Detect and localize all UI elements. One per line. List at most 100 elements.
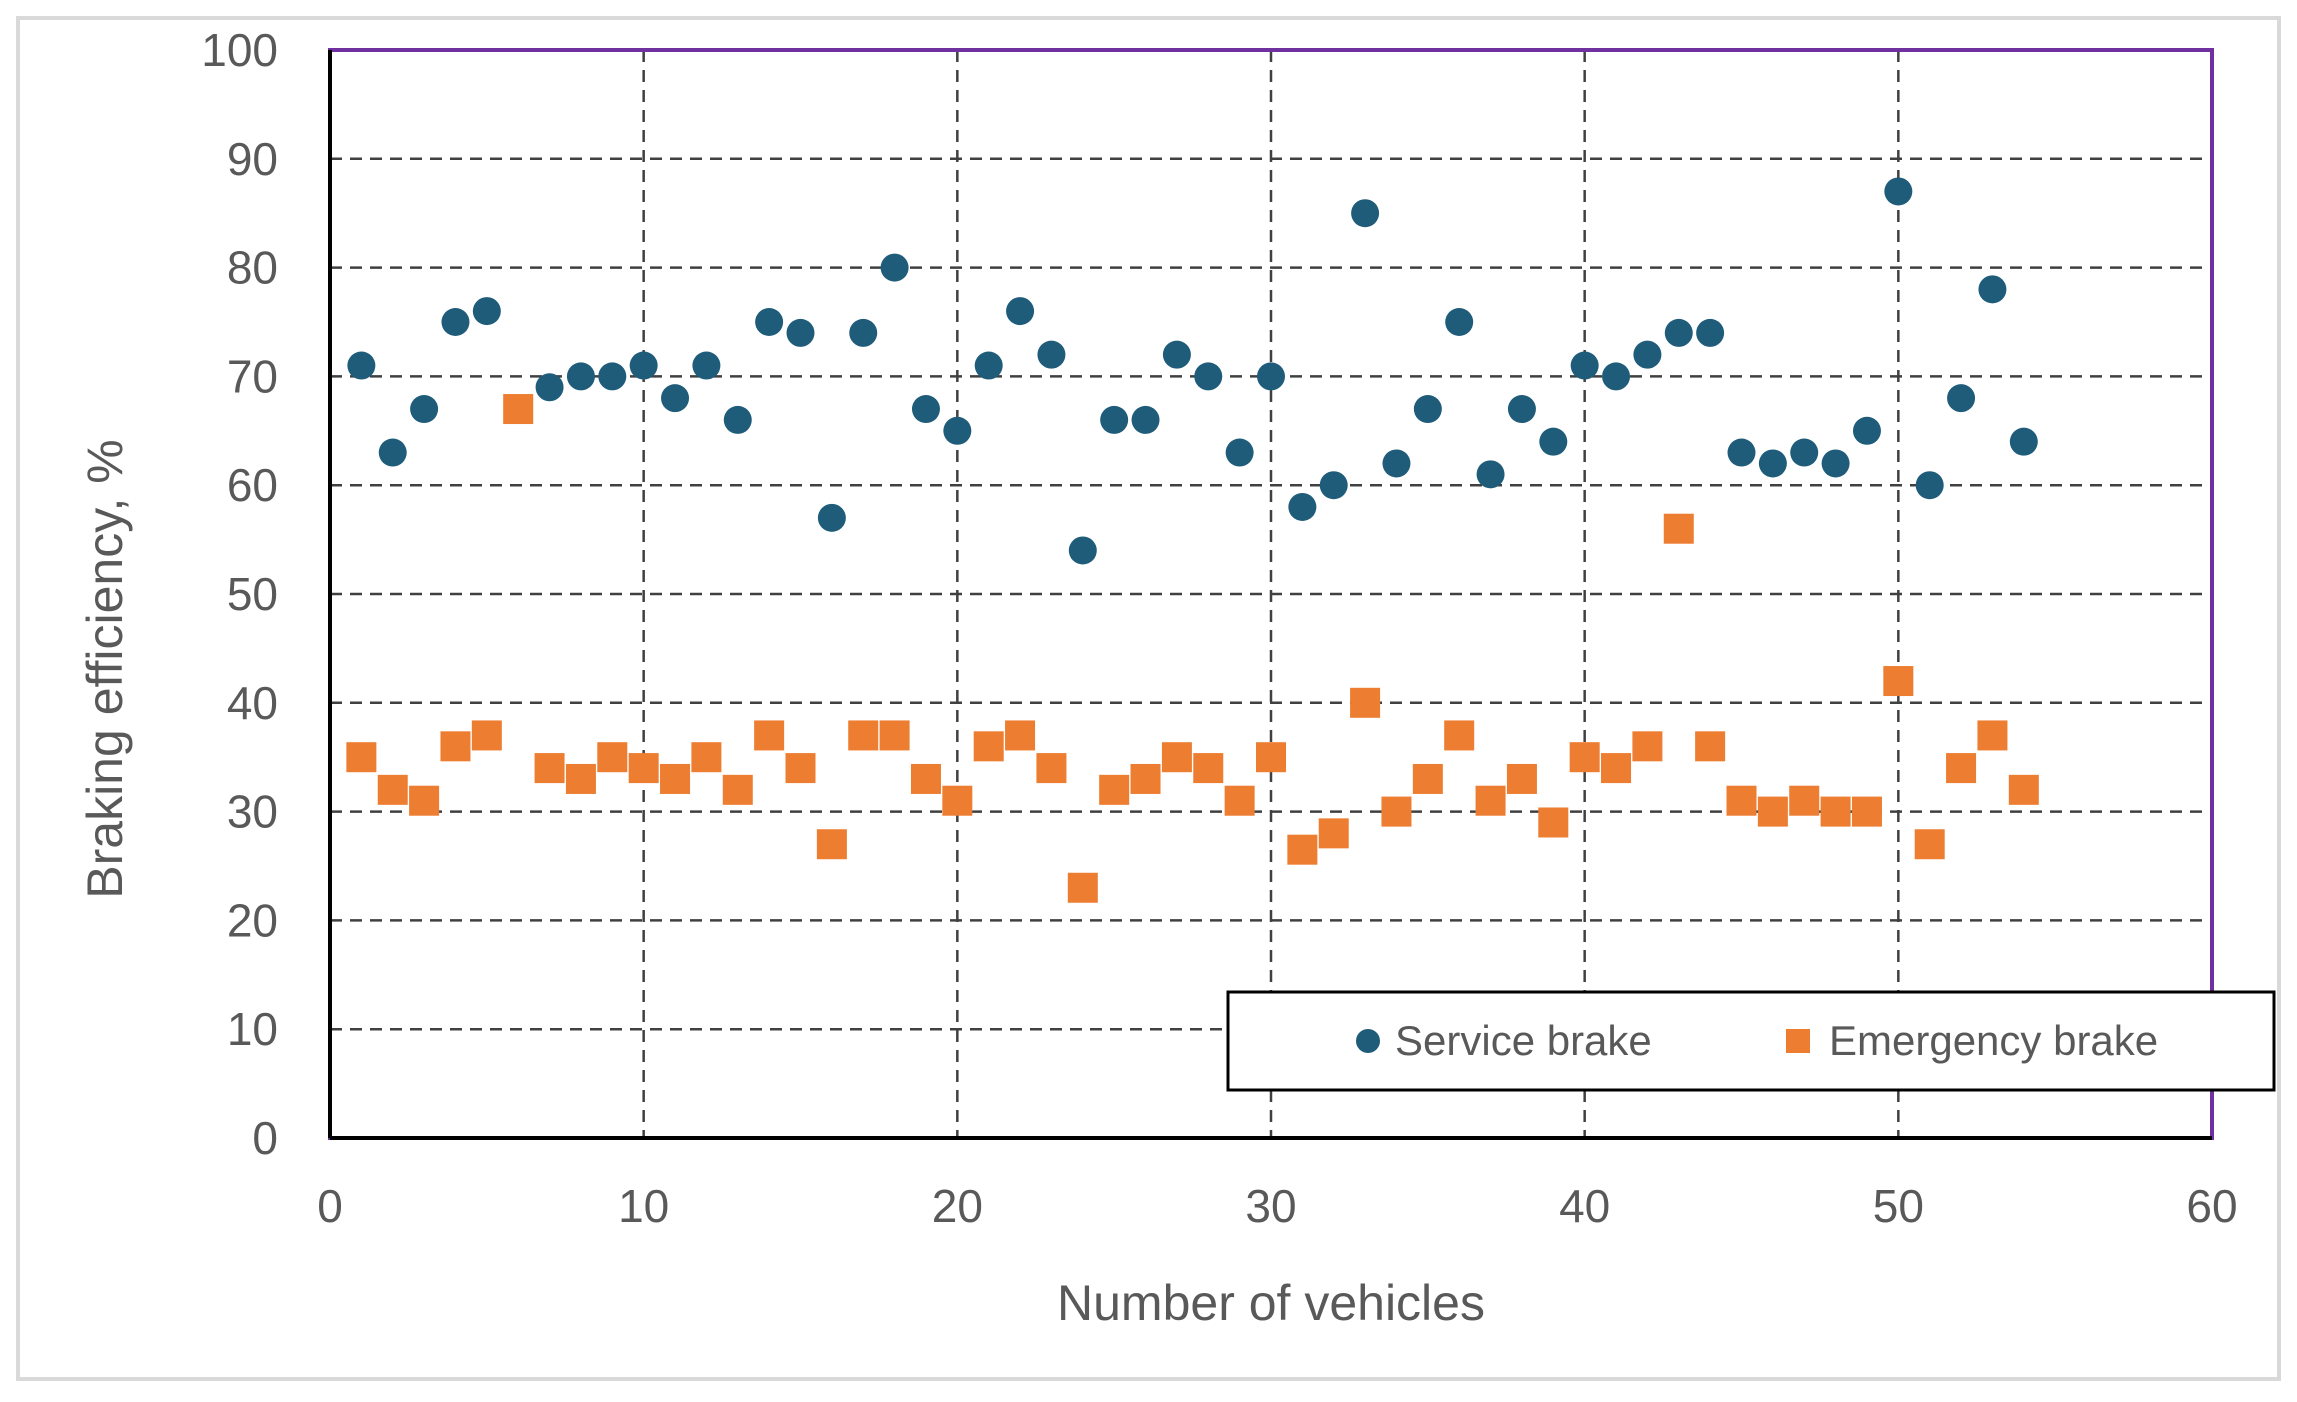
service-brake-point — [1570, 351, 1599, 380]
service-brake-point — [1445, 308, 1474, 336]
service-brake-point — [1539, 427, 1568, 456]
service-brake-point — [786, 318, 815, 347]
service-brake-point — [1915, 471, 1944, 500]
service-brake-point — [1100, 405, 1129, 434]
y-axis-title: Braking efficiency, % — [77, 439, 133, 898]
service-brake-point — [347, 351, 376, 380]
emergency-brake-point — [1883, 666, 1914, 697]
emergency-brake-point — [973, 731, 1004, 762]
service-brake-point — [880, 253, 909, 282]
emergency-brake-series — [346, 394, 2039, 903]
legend-service-label: Service brake — [1395, 1017, 1652, 1064]
y-tick-label-80: 80 — [227, 242, 278, 294]
emergency-brake-point — [1318, 818, 1349, 849]
emergency-brake-point — [1820, 796, 1851, 827]
emergency-brake-point — [1569, 742, 1600, 773]
x-tick-label-0: 0 — [317, 1180, 343, 1232]
service-brake-point — [1476, 460, 1505, 489]
emergency-brake-point — [879, 720, 910, 751]
chart-frame — [16, 16, 2281, 1381]
service-brake-point — [1131, 405, 1160, 434]
emergency-brake-point — [409, 785, 440, 816]
emergency-brake-point — [754, 720, 785, 751]
emergency-brake-point — [1287, 834, 1318, 865]
emergency-brake-point — [503, 394, 534, 425]
emergency-brake-point — [1914, 829, 1945, 860]
legend-service-marker — [1356, 1029, 1380, 1053]
x-tick-label-30: 30 — [1245, 1180, 1296, 1232]
service-brake-point — [755, 308, 784, 336]
service-brake-point — [1288, 492, 1317, 521]
service-brake-point — [692, 351, 721, 380]
service-brake-point — [472, 297, 501, 326]
emergency-brake-point — [1381, 796, 1412, 827]
service-brake-point — [723, 405, 752, 434]
emergency-brake-point — [1193, 753, 1224, 784]
emergency-brake-point — [1506, 763, 1537, 794]
legend-box — [1226, 990, 2276, 1092]
emergency-brake-point — [2008, 774, 2039, 805]
emergency-brake-point — [1538, 807, 1569, 838]
emergency-brake-point — [471, 720, 502, 751]
service-brake-point — [1194, 362, 1223, 391]
service-brake-point — [566, 362, 595, 391]
emergency-brake-point — [1663, 513, 1694, 544]
service-brake-point — [1978, 275, 2007, 304]
emergency-brake-point — [565, 763, 596, 794]
emergency-brake-point — [1412, 763, 1443, 794]
emergency-brake-point — [1946, 753, 1977, 784]
emergency-brake-point — [942, 785, 973, 816]
y-tick-label-40: 40 — [227, 677, 278, 729]
emergency-brake-point — [1099, 774, 1130, 805]
y-tick-label-70: 70 — [227, 350, 278, 402]
emergency-brake-point — [377, 774, 408, 805]
legend: Service brake Emergency brake — [1226, 990, 2276, 1092]
y-tick-label-60: 60 — [227, 459, 278, 511]
emergency-brake-point — [722, 774, 753, 805]
x-tick-label-10: 10 — [618, 1180, 669, 1232]
emergency-brake-point — [785, 753, 816, 784]
legend-emergency-marker — [1786, 1029, 1810, 1053]
service-brake-point — [1162, 340, 1191, 369]
emergency-brake-point — [1067, 872, 1098, 903]
emergency-brake-point — [691, 742, 722, 773]
service-brake-point — [410, 395, 439, 424]
service-brake-point — [2009, 427, 2038, 456]
service-brake-series — [347, 177, 2038, 565]
service-brake-point — [1351, 199, 1380, 228]
service-brake-point — [1947, 384, 1976, 413]
service-brake-point — [1006, 297, 1035, 326]
emergency-brake-point — [346, 742, 377, 773]
service-brake-point — [911, 395, 940, 424]
emergency-brake-point — [848, 720, 879, 751]
service-brake-point — [849, 318, 878, 347]
emergency-brake-point — [1851, 796, 1882, 827]
service-brake-point — [974, 351, 1003, 380]
emergency-brake-point — [1977, 720, 2008, 751]
emergency-brake-point — [1789, 785, 1820, 816]
emergency-brake-point — [1005, 720, 1036, 751]
y-tick-label-90: 90 — [227, 133, 278, 185]
y-tick-label-20: 20 — [227, 894, 278, 946]
service-brake-point — [1068, 536, 1097, 565]
emergency-brake-point — [1726, 785, 1757, 816]
y-tick-label-50: 50 — [227, 568, 278, 620]
emergency-brake-point — [1224, 785, 1255, 816]
x-axis-title: Number of vehicles — [1057, 1275, 1485, 1331]
service-brake-point — [1225, 438, 1254, 467]
service-brake-point — [817, 503, 846, 532]
service-brake-point — [378, 438, 407, 467]
service-brake-point — [1037, 340, 1066, 369]
emergency-brake-point — [1161, 742, 1192, 773]
emergency-brake-point — [597, 742, 628, 773]
service-brake-point — [1758, 449, 1787, 478]
x-tick-label-20: 20 — [932, 1180, 983, 1232]
service-brake-point — [661, 384, 690, 413]
service-brake-point — [1413, 395, 1442, 424]
emergency-brake-point — [1632, 731, 1663, 762]
y-tick-label-30: 30 — [227, 786, 278, 838]
emergency-brake-point — [660, 763, 691, 794]
